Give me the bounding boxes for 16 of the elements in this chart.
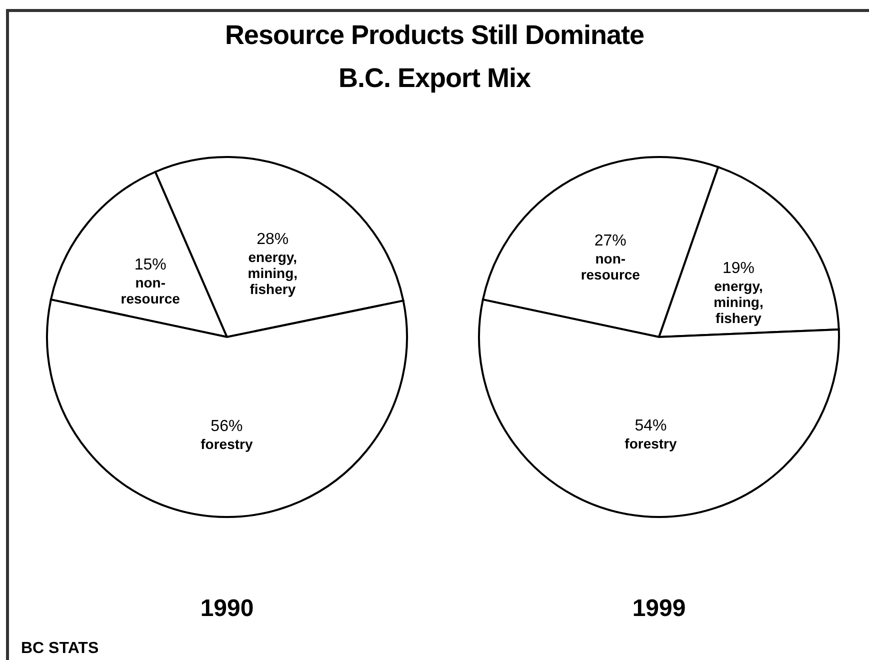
slice-label: forestry xyxy=(200,436,253,452)
data-label: 19% xyxy=(722,260,754,277)
slice-label: energy, mining, fishery xyxy=(248,249,298,298)
slice-label: non-resource xyxy=(120,274,180,306)
slice-label: energy, mining, fishery xyxy=(714,278,764,326)
text: 1999 xyxy=(632,595,686,622)
data-label: 15% xyxy=(134,256,166,274)
data-label: 56% xyxy=(210,418,243,435)
data-label: 27% xyxy=(594,232,626,250)
text: 1990 xyxy=(200,595,254,622)
data-label: 28% xyxy=(256,231,289,248)
slice-label: non-resource xyxy=(580,250,640,283)
chart-title: Resource Products Still Dominate B.C. Export Mix xyxy=(224,19,646,95)
slice-label: forestry xyxy=(624,436,677,452)
text: BC STATS xyxy=(21,640,99,658)
data-label: 54% xyxy=(634,418,667,435)
